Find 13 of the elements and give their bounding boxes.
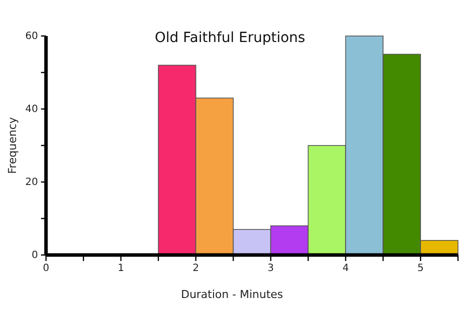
x-tick-label: 4: [342, 263, 349, 274]
y-tick-label: 60: [25, 31, 38, 42]
y-tick-label: 0: [32, 250, 38, 262]
y-tick-label: 20: [25, 177, 38, 188]
x-tick-label: 0: [42, 263, 50, 274]
x-tick-label: 2: [192, 263, 200, 274]
x-tick-label: 5: [417, 263, 424, 274]
y-axis-title: Frequency: [6, 116, 19, 174]
chart-title: Old Faithful Eruptions: [154, 30, 306, 46]
x-axis-title: Duration - Minutes: [180, 288, 284, 301]
x-tick-label: 1: [118, 263, 124, 274]
y-tick-label: 40: [25, 104, 38, 116]
x-tick-label: 3: [268, 263, 274, 274]
